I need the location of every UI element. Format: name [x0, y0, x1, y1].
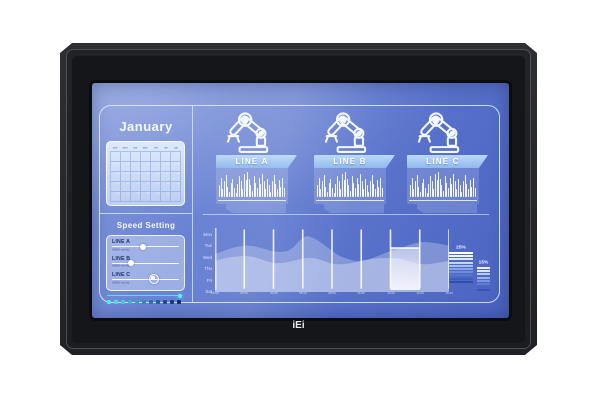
slider-label: LINE B [112, 255, 131, 262]
line-c-card[interactable]: LINE C [407, 155, 479, 204]
robot-arm-icon [407, 110, 479, 154]
slider-label: LINE C [112, 272, 131, 278]
section-divider [203, 214, 489, 215]
calendar-card[interactable]: SUN MON TUE WED THU FRI SAT 1 2 3 4 5 6 7 8 9 10 11 12 13 1… [106, 141, 185, 206]
slider-value: (0000 mm/s) [112, 264, 130, 268]
chart-day-axis: Mon Tue Wed Thu Fri Sat [203, 232, 212, 295]
speed-section: Speed Setting LINE A (0000 mm/s) LINE B [100, 214, 192, 305]
speed-setting-card: LINE A (0000 mm/s) LINE B (0000 mm/s) [106, 235, 185, 291]
card-shadow-tab [417, 204, 477, 213]
slider-thumb-target[interactable] [148, 273, 159, 284]
waveform-baseline [218, 199, 286, 201]
line-b-card-header: LINE B [314, 155, 395, 168]
slider-row-line-a: LINE A (0000 mm/s) [111, 239, 180, 256]
gauge-15-label: 15% [478, 260, 489, 265]
robot-arm-icon [314, 110, 386, 154]
card-shadow-tab [324, 204, 384, 213]
line-c-chart [407, 168, 479, 204]
chart-time-axis: 00:00 02:00 04:00 06:00 08:00 10:00 12:00 14:00… [211, 292, 453, 295]
calendar-day-headers: SUN MON TUE WED THU FRI SAT [112, 146, 178, 149]
speed-setting-title: Speed Setting [116, 221, 176, 230]
slider-track[interactable] [112, 279, 179, 281]
main-panel: LINE A LINE B [193, 106, 499, 302]
slider-thumb[interactable] [140, 243, 147, 250]
slider-value: (0000 mm/s) [112, 247, 130, 252]
slider-label: LINE A [112, 239, 131, 245]
waveform-baseline [409, 199, 477, 201]
line-b-chart [314, 168, 386, 204]
line-a-chart [216, 168, 288, 204]
card-shadow-tab [226, 204, 286, 213]
progress-dot [178, 293, 182, 298]
line-b-label: LINE B [333, 157, 367, 166]
gauge-15: 15% [477, 259, 490, 293]
line-a-card[interactable]: LINE A [216, 155, 288, 204]
slider-row-line-b: LINE B (0000 mm/s) [111, 256, 180, 273]
line-a-label: LINE A [235, 157, 269, 166]
slider-thumb[interactable] [127, 260, 134, 267]
line-c-label: LINE C [426, 157, 460, 166]
line-a-card-header: LINE A [216, 155, 297, 168]
slider-row-line-c: LINE C (0000 mm/s) [111, 272, 180, 289]
waveform-bars [317, 171, 383, 197]
progress-line [107, 295, 180, 296]
brand-logo: iEi [292, 320, 305, 331]
robot-arm-icon [216, 110, 288, 154]
progress-dots [107, 300, 182, 305]
calendar-grid: 1 2 3 4 5 6 7 8 9 10 11 12 13 14 15 16 17 18 19 20 21 22 23 24 2… [110, 151, 181, 202]
gauge-15-bars [477, 267, 490, 292]
weekly-area-chart [215, 228, 450, 292]
calendar-month-title: January [119, 119, 173, 134]
line-b-card[interactable]: LINE B [314, 155, 386, 204]
slider-value: (0000 mm/s) [112, 280, 130, 285]
gauge-25: 25% [449, 244, 473, 284]
gauge-25-bars [449, 252, 473, 283]
gauge-25-label: 25% [456, 245, 466, 250]
waveform-bars [410, 171, 476, 197]
waveform-bars [219, 171, 285, 197]
waveform-baseline [316, 199, 384, 201]
line-c-card-header: LINE C [407, 155, 488, 168]
slider-track[interactable] [112, 262, 179, 264]
